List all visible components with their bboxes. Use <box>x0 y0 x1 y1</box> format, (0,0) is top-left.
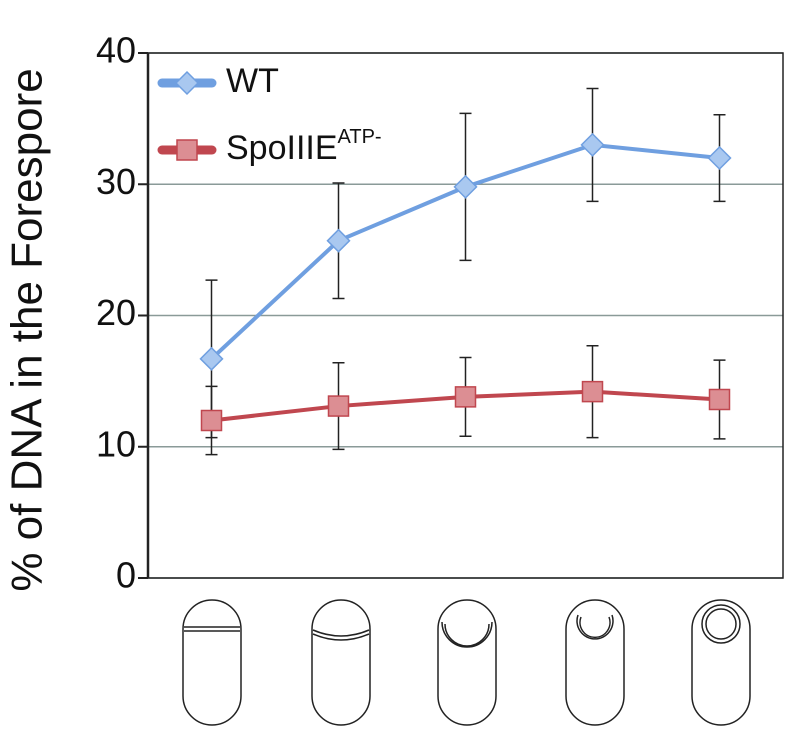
data-point <box>454 386 477 408</box>
data-point <box>580 132 605 157</box>
legend-superscript: ATP- <box>338 126 382 148</box>
legend-name: WT <box>226 62 279 100</box>
data-point <box>707 145 732 171</box>
cell-icon <box>311 599 371 726</box>
y-tick-label: 30 <box>96 161 136 202</box>
data-point <box>581 380 604 403</box>
data-point <box>708 388 731 411</box>
y-tick-label: 20 <box>96 292 136 333</box>
y-tick-label: 0 <box>116 555 136 596</box>
y-tick-label: 40 <box>96 30 136 71</box>
cell-icon <box>565 599 625 726</box>
y-tick-label: 10 <box>96 423 136 464</box>
legend-marker <box>174 70 200 96</box>
cell-icon <box>691 599 751 726</box>
data-point <box>326 228 351 253</box>
data-point <box>453 174 478 199</box>
cell-icon <box>182 599 242 726</box>
legend-label: WT <box>226 62 279 100</box>
legend-label: SpoIIIEATP- <box>226 126 382 167</box>
legend-marker <box>176 139 198 161</box>
cell-icon <box>437 599 497 726</box>
data-point <box>200 409 223 432</box>
legend-name: SpoIIIE <box>226 129 338 167</box>
data-point <box>199 346 224 371</box>
data-point <box>327 395 350 417</box>
y-axis-label: % of DNA in the Forespore <box>3 68 52 591</box>
cell-icons <box>182 599 751 726</box>
